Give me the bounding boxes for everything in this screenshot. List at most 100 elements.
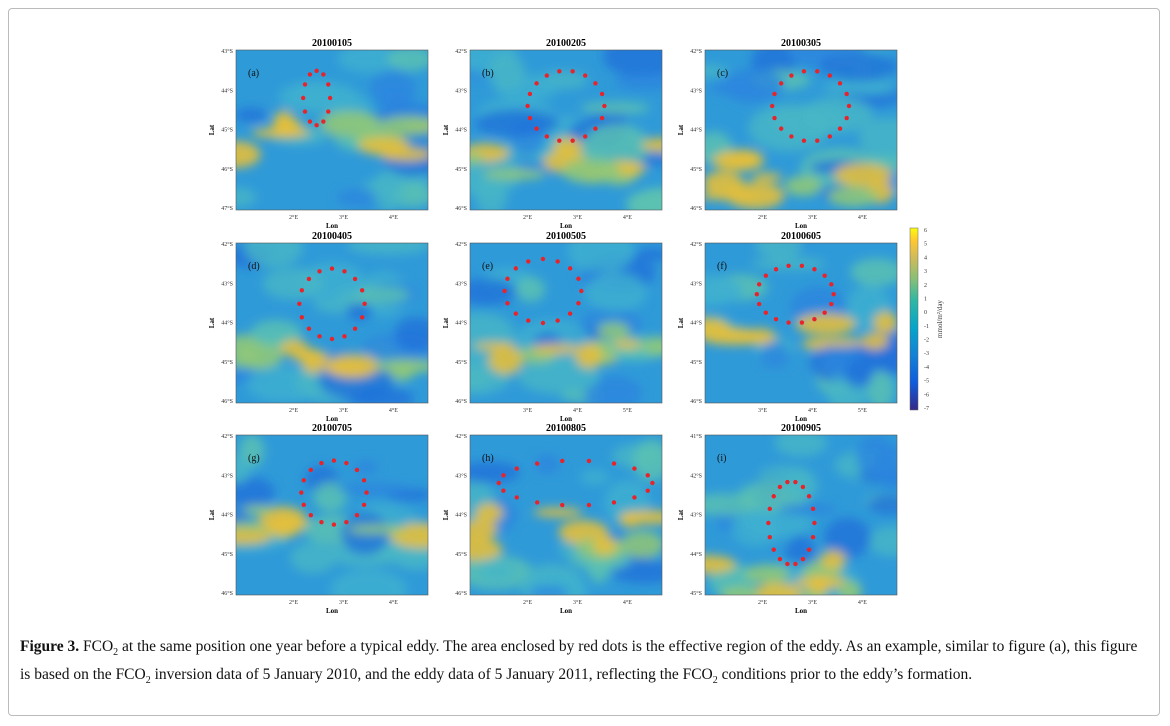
- eddy-dot: [801, 69, 807, 74]
- map-texture: [236, 435, 428, 595]
- eddy-dot: [599, 91, 605, 97]
- x-tick-label: 2°E: [289, 599, 298, 606]
- blob: [478, 558, 516, 584]
- y-tick-label: 45°S: [690, 359, 702, 366]
- eddy-dot: [793, 561, 798, 567]
- panel-label: (e): [482, 261, 493, 272]
- caption-label: Figure 3.: [20, 638, 80, 655]
- warm-blob: [279, 339, 309, 357]
- y-tick-label: 46°S: [455, 205, 467, 212]
- eddy-dot: [352, 276, 358, 282]
- y-axis-label: Lat: [677, 124, 685, 135]
- eddy-dot: [544, 134, 549, 139]
- eddy-dot: [307, 119, 313, 124]
- blob: [778, 503, 837, 516]
- blob: [801, 97, 874, 133]
- blob: [517, 358, 601, 394]
- eddy-dot: [827, 134, 832, 139]
- eddy-dot: [829, 301, 834, 307]
- x-axis-label: Lon: [795, 415, 807, 423]
- map-border: [704, 242, 898, 404]
- blob: [632, 439, 662, 482]
- blob: [824, 517, 872, 559]
- map-texture: [236, 243, 428, 403]
- eddy-dot: [611, 461, 617, 466]
- figure-frame: [8, 8, 1160, 716]
- eddy-dot: [771, 547, 776, 552]
- y-tick-label: 42°S: [221, 241, 233, 248]
- eddy-dot: [763, 273, 769, 278]
- blob: [516, 276, 546, 303]
- y-tick-label: 42°S: [455, 48, 467, 55]
- eddy-dot: [560, 502, 565, 508]
- eddy-dot: [789, 73, 794, 78]
- x-tick-label: 5°E: [858, 407, 867, 414]
- eddy-dot: [770, 103, 775, 109]
- y-tick-label: 45°S: [455, 551, 467, 558]
- blob: [236, 107, 268, 123]
- eddy-dot: [778, 126, 784, 131]
- eddy-dot: [317, 334, 322, 339]
- map: [705, 50, 897, 210]
- blob: [534, 454, 560, 475]
- eddy-dot: [786, 263, 791, 269]
- panel-title: 20100505: [546, 231, 586, 242]
- eddy-dot: [331, 458, 337, 463]
- y-axis-label: Lat: [208, 124, 216, 135]
- eddy-dot: [767, 535, 772, 540]
- blob: [858, 117, 897, 158]
- eddy-dot: [586, 458, 592, 464]
- caption-text: conditions prior to the eddy’s formation…: [717, 666, 973, 684]
- panel-title: 20100205: [546, 38, 586, 49]
- eddy-dot: [496, 480, 501, 486]
- y-axis-label: Lat: [442, 509, 450, 520]
- map-panel: 20100305 (c) 42°S 43°S 44°S 45°S 46°S 2°E 3°E 4°E…: [677, 38, 898, 230]
- y-tick-label: 45°S: [221, 551, 233, 558]
- x-tick-label: 3°E: [808, 599, 817, 606]
- eddy-dot: [319, 519, 324, 525]
- eddy-dot: [302, 82, 308, 87]
- eddy-dot: [645, 488, 650, 493]
- warm-blob: [482, 168, 546, 180]
- blob: [821, 81, 897, 96]
- blob: [580, 101, 650, 115]
- caption-text: inversion data of 5 January 2010, and th…: [150, 666, 713, 684]
- eddy-dot: [299, 288, 305, 293]
- eddy-dot: [362, 301, 367, 306]
- panel-title: 20100605: [781, 231, 821, 242]
- blob: [244, 243, 303, 268]
- blob: [602, 50, 662, 78]
- x-tick-label: 4°E: [858, 214, 867, 221]
- x-axis-label: Lon: [326, 607, 338, 615]
- y-tick-label: 42°S: [455, 433, 467, 440]
- map-panel: 20100505 (e) 42°S 43°S 44°S 45°S 46°S 3°E 4°E 5°E…: [442, 231, 663, 423]
- figure: 20100105 (a) 43°S 44°S 45°S 46°S 47°S 2°E 3°E 4°E…: [208, 38, 944, 615]
- y-tick-label: 43°S: [455, 87, 467, 94]
- eddy-dot: [815, 69, 820, 74]
- y-axis-label: Lat: [677, 317, 685, 328]
- eddy-dot: [599, 115, 605, 121]
- eddy-dot: [359, 315, 365, 320]
- map: [236, 50, 428, 210]
- panel-label: (b): [482, 68, 494, 79]
- eddy-dot: [354, 467, 360, 473]
- warm-blob: [804, 337, 867, 347]
- x-tick-label: 2°E: [758, 599, 767, 606]
- x-tick-label: 4°E: [389, 407, 398, 414]
- y-tick-label: 44°S: [690, 127, 702, 134]
- eddy-dot: [299, 315, 305, 320]
- x-tick-label: 3°E: [523, 407, 532, 414]
- y-tick-label: 43°S: [221, 48, 233, 55]
- eddy-dot: [361, 502, 367, 508]
- x-tick-label: 4°E: [573, 407, 582, 414]
- map: [470, 243, 662, 403]
- y-tick-label: 46°S: [221, 398, 233, 405]
- subscript: 2: [145, 675, 151, 687]
- y-axis-label: Lat: [442, 317, 450, 328]
- y-tick-label: 46°S: [221, 166, 233, 173]
- warm-blob: [612, 339, 642, 350]
- eddy-dot: [800, 556, 806, 562]
- panel-title: 20100905: [781, 423, 821, 434]
- y-tick-label: 43°S: [221, 472, 233, 479]
- eddy-dot: [576, 301, 581, 306]
